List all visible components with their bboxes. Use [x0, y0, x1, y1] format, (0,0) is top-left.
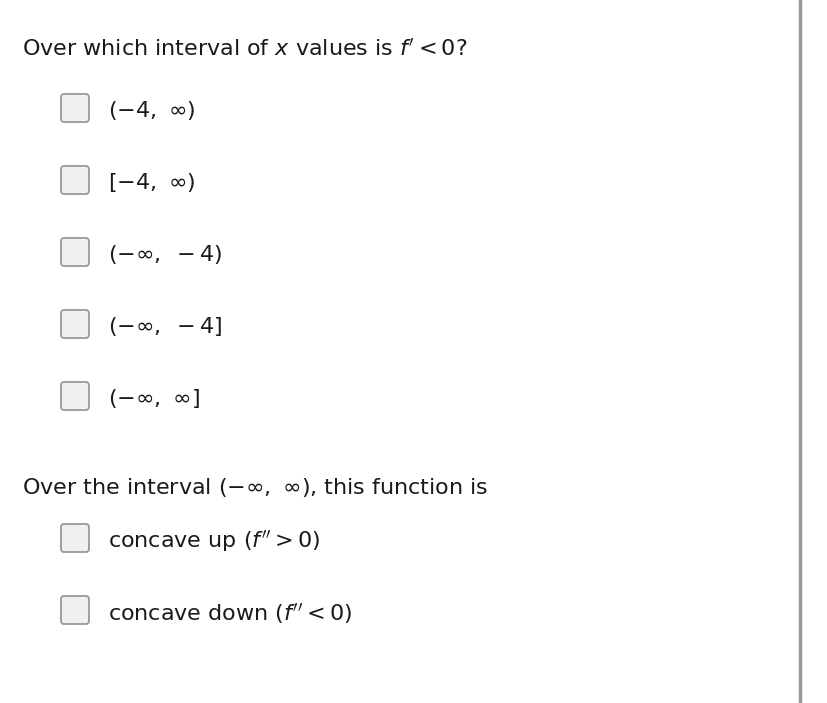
FancyBboxPatch shape: [61, 382, 88, 410]
FancyBboxPatch shape: [61, 310, 88, 338]
Text: Over which interval of $x$ values is $f' < 0$?: Over which interval of $x$ values is $f'…: [22, 38, 466, 60]
FancyBboxPatch shape: [61, 524, 88, 552]
Text: $[ - 4,\ \infty)$: $[ - 4,\ \infty)$: [108, 171, 195, 194]
Text: $( - 4,\ \infty)$: $( - 4,\ \infty)$: [108, 99, 195, 122]
Text: Over the interval $( - \infty,\ \infty)$, this function is: Over the interval $( - \infty,\ \infty)$…: [22, 476, 488, 499]
Text: $( - \infty,\ - 4]$: $( - \infty,\ - 4]$: [108, 315, 222, 338]
FancyBboxPatch shape: [61, 238, 88, 266]
FancyBboxPatch shape: [61, 166, 88, 194]
Text: $( - \infty,\ \infty]$: $( - \infty,\ \infty]$: [108, 387, 199, 410]
FancyBboxPatch shape: [61, 596, 88, 624]
Text: $( - \infty,\ - 4)$: $( - \infty,\ - 4)$: [108, 243, 222, 266]
Text: concave up $(f'' > 0)$: concave up $(f'' > 0)$: [108, 529, 320, 555]
Text: concave down $(f'' < 0)$: concave down $(f'' < 0)$: [108, 601, 351, 626]
FancyBboxPatch shape: [61, 94, 88, 122]
